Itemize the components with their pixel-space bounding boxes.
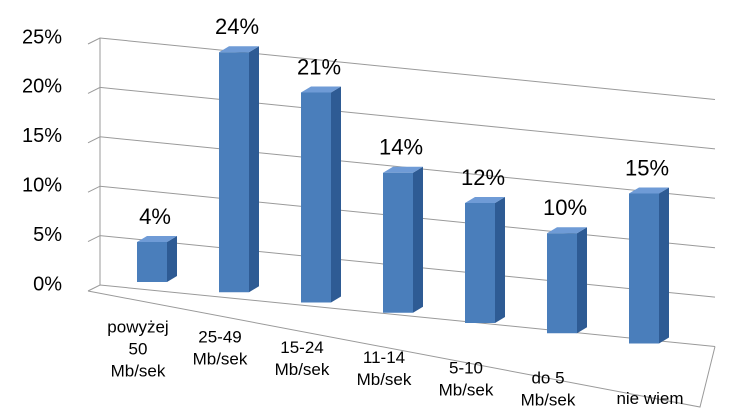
x-tick-label: 11-14 (363, 348, 405, 367)
bar-top (629, 187, 669, 194)
bar-side (413, 166, 423, 313)
bar-side (249, 46, 259, 293)
x-tick-label: Mb/sek (275, 360, 330, 379)
grid-line (87, 37, 716, 100)
x-tick-label: Mb/sek (357, 370, 412, 389)
bar-top (383, 166, 423, 173)
y-tick-label: 20% (22, 76, 62, 98)
bar (137, 242, 167, 282)
bar-top (547, 227, 587, 234)
y-tick-label: 0% (33, 273, 62, 295)
data-label: 21% (297, 54, 341, 79)
bar-side (167, 236, 177, 282)
x-tick-label: Mb/sek (439, 380, 494, 399)
bar (465, 203, 495, 323)
data-label: 10% (543, 195, 587, 220)
x-tick-label: nie wiem (616, 389, 683, 408)
data-label: 12% (461, 165, 505, 190)
x-tick-label: Mb/sek (111, 361, 166, 380)
data-label: 4% (139, 204, 171, 229)
y-tick-label: 10% (22, 174, 62, 196)
data-label: 15% (625, 155, 669, 180)
x-tick-label: Mb/sek (521, 391, 576, 410)
bar (629, 193, 659, 344)
floor-edge (87, 290, 716, 408)
data-label: 14% (379, 135, 423, 160)
bar (547, 233, 577, 334)
y-tick-label: 5% (33, 224, 62, 246)
bar-side (577, 227, 587, 334)
data-label: 24% (215, 14, 259, 39)
bar-side (495, 197, 505, 323)
bar (301, 92, 331, 303)
x-tick-label: Mb/sek (193, 350, 248, 369)
bar-top (465, 197, 505, 203)
x-tick-label: 5-10 (449, 358, 483, 377)
x-tick-label: 50 (129, 339, 148, 358)
bar (219, 52, 249, 293)
bar-top (219, 46, 259, 53)
bar-side (659, 187, 669, 344)
y-tick-label: 25% (22, 26, 62, 48)
x-tick-label: do 5 (531, 369, 564, 388)
bar-side (331, 86, 341, 303)
bar (383, 172, 413, 313)
x-tick-label: 15-24 (280, 338, 323, 357)
bar-top (301, 86, 341, 93)
x-tick-label: 25-49 (198, 328, 241, 347)
bar-top (137, 236, 177, 242)
x-tick-label: powyżej (107, 317, 168, 336)
y-tick-label: 15% (22, 125, 62, 147)
